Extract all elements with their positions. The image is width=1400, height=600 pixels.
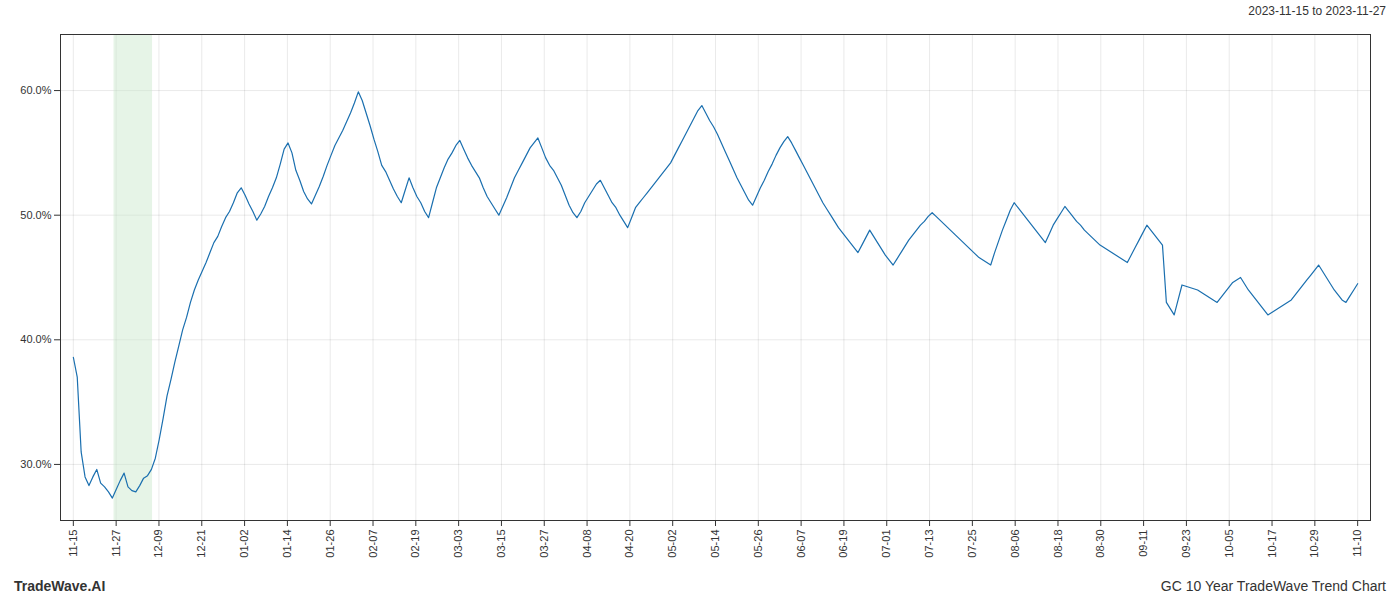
svg-text:11-10: 11-10 [1351, 530, 1363, 557]
svg-text:10-29: 10-29 [1308, 530, 1320, 558]
svg-text:07-13: 07-13 [923, 530, 935, 558]
svg-text:05-26: 05-26 [752, 530, 764, 558]
svg-text:09-11: 09-11 [1137, 530, 1149, 557]
svg-text:11-15: 11-15 [67, 530, 79, 557]
svg-text:08-30: 08-30 [1094, 530, 1106, 558]
html-text:GC 10 Year TradeWave Trend Cha: GC 10 Year TradeWave Trend Chart [1160, 578, 1386, 594]
svg-text:06-19: 06-19 [837, 530, 849, 558]
svg-text:06-07: 06-07 [795, 530, 807, 558]
svg-text:03-27: 03-27 [538, 530, 550, 558]
svg-text:60.0%: 60.0% [20, 84, 51, 96]
svg-text:03-15: 03-15 [495, 530, 507, 558]
svg-text:40.0%: 40.0% [20, 333, 51, 345]
svg-text:04-08: 04-08 [581, 530, 593, 558]
svg-text:03-03: 03-03 [452, 530, 464, 558]
html-text:TradeWave.AI: TradeWave.AI [14, 578, 106, 594]
svg-text:02-19: 02-19 [409, 530, 421, 558]
svg-text:07-25: 07-25 [966, 530, 978, 558]
svg-text:10-05: 10-05 [1223, 530, 1235, 558]
svg-text:08-06: 08-06 [1009, 530, 1021, 558]
svg-text:08-18: 08-18 [1052, 530, 1064, 558]
svg-text:12-09: 12-09 [152, 530, 164, 558]
svg-text:50.0%: 50.0% [20, 209, 51, 221]
svg-text:07-01: 07-01 [880, 530, 892, 558]
svg-text:05-02: 05-02 [666, 530, 678, 558]
html-text:2023-11-15 to 2023-11-27: 2023-11-15 to 2023-11-27 [1248, 4, 1386, 18]
svg-text:09-23: 09-23 [1180, 530, 1192, 558]
svg-text:10-17: 10-17 [1266, 530, 1278, 558]
svg-text:04-20: 04-20 [623, 530, 635, 558]
svg-text:02-07: 02-07 [367, 530, 379, 558]
svg-text:01-02: 01-02 [238, 530, 250, 558]
svg-text:30.0%: 30.0% [20, 458, 51, 470]
svg-text:01-26: 01-26 [324, 530, 336, 558]
svg-text:12-21: 12-21 [195, 530, 207, 558]
svg-text:05-14: 05-14 [709, 530, 721, 558]
svg-text:01-14: 01-14 [281, 530, 293, 558]
svg-text:11-27: 11-27 [110, 530, 122, 557]
